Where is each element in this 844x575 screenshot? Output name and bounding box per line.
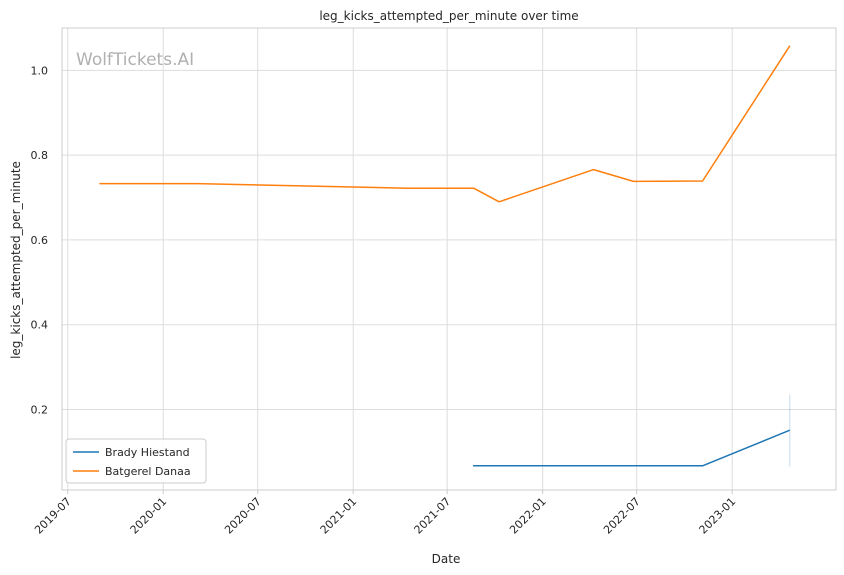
- y-tick-label: 0.2: [31, 403, 49, 416]
- y-axis-ticks: 0.2 0.4 0.6 0.8 1.0: [31, 64, 49, 416]
- grid-lines: [62, 28, 836, 490]
- chart-title: leg_kicks_attempted_per_minute over time: [319, 9, 578, 23]
- legend: Brady Hiestand Batgerel Danaa: [65, 438, 207, 484]
- y-tick-label: 0.8: [31, 149, 49, 162]
- x-axis-label: Date: [432, 552, 461, 566]
- plot-frame: [61, 27, 837, 491]
- legend-label-batgerel-danaa: Batgerel Danaa: [105, 465, 191, 478]
- series-line-batgerel-danaa: [99, 45, 791, 203]
- series-layer: [99, 45, 791, 467]
- plot-area: [62, 28, 836, 490]
- x-tick-label: 2020-07: [222, 495, 264, 537]
- y-tick-label: 0.6: [31, 234, 49, 247]
- y-tick-label: 1.0: [31, 64, 49, 77]
- x-tick-label: 2020-01: [128, 495, 170, 537]
- x-tick-label: 2023-01: [697, 495, 739, 537]
- legend-box: [65, 438, 207, 484]
- x-axis-ticks: 2019-07 2020-01 2020-07 2021-01 2021-07 2022-…: [32, 490, 738, 537]
- legend-label-brady-hiestand: Brady Hiestand: [105, 446, 190, 459]
- x-tick-label: 2021-01: [318, 495, 360, 537]
- y-axis-label: leg_kicks_attempted_per_minute: [9, 161, 23, 359]
- watermark: WolfTickets.AI: [76, 50, 194, 70]
- series-line-brady-hiestand: [473, 429, 791, 467]
- x-tick-label: 2019-07: [32, 495, 74, 537]
- x-tick-label: 2022-01: [507, 495, 549, 537]
- x-tick-label: 2022-07: [601, 495, 643, 537]
- y-tick-label: 0.4: [31, 319, 49, 332]
- x-tick-label: 2021-07: [412, 495, 454, 537]
